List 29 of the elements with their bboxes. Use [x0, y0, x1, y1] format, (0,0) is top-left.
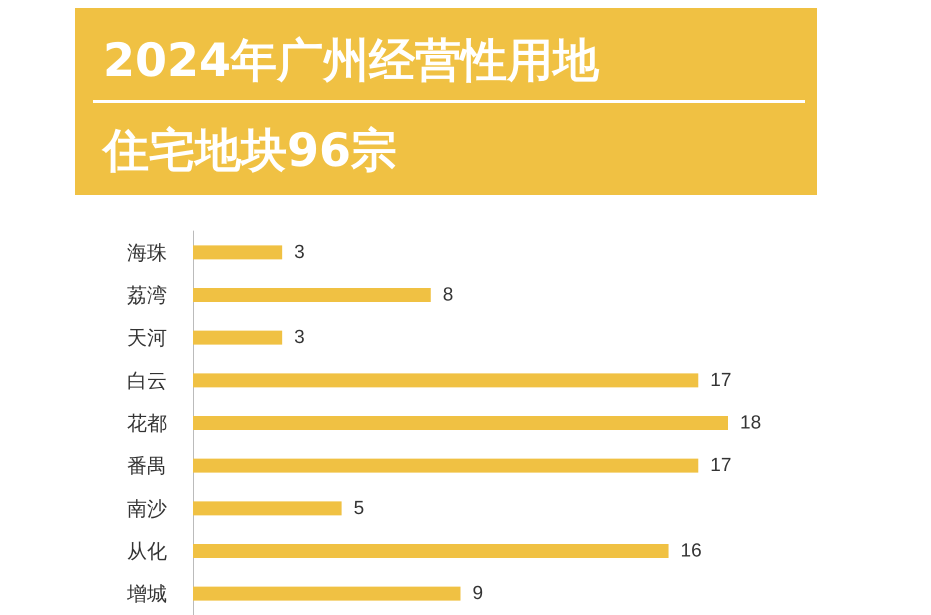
- data-label: 17: [710, 370, 732, 391]
- y-tick-label: 海珠: [127, 240, 167, 264]
- y-tick-label: 天河: [127, 326, 167, 350]
- chart-subtitle: 住宅地块96宗: [103, 122, 398, 179]
- data-label: 5: [354, 498, 364, 519]
- y-tick-label: 花都: [127, 411, 167, 435]
- y-tick-label: 从化: [127, 539, 167, 563]
- y-tick-label: 增城: [126, 582, 167, 606]
- data-label: 9: [472, 583, 484, 604]
- bar: [193, 544, 669, 558]
- data-label: 18: [740, 412, 762, 434]
- y-tick-label: 南沙: [127, 496, 167, 520]
- bar: [193, 330, 282, 345]
- chart-title: 2024年广州经营性用地: [103, 32, 600, 89]
- bar: [193, 373, 698, 388]
- data-label: 8: [442, 284, 454, 306]
- bar: [193, 501, 342, 516]
- bar: [193, 245, 282, 260]
- y-tick-label: 番禺: [127, 454, 167, 478]
- bar: [193, 586, 460, 601]
- bar: [193, 416, 728, 430]
- bar: [193, 458, 698, 473]
- y-tick-label: 荔湾: [127, 283, 167, 307]
- y-tick-label: 白云: [127, 368, 167, 392]
- bar: [193, 288, 431, 302]
- data-label: 3: [294, 242, 305, 263]
- data-label: 3: [294, 327, 305, 348]
- data-label: 17: [710, 455, 732, 476]
- data-label: 16: [680, 540, 702, 562]
